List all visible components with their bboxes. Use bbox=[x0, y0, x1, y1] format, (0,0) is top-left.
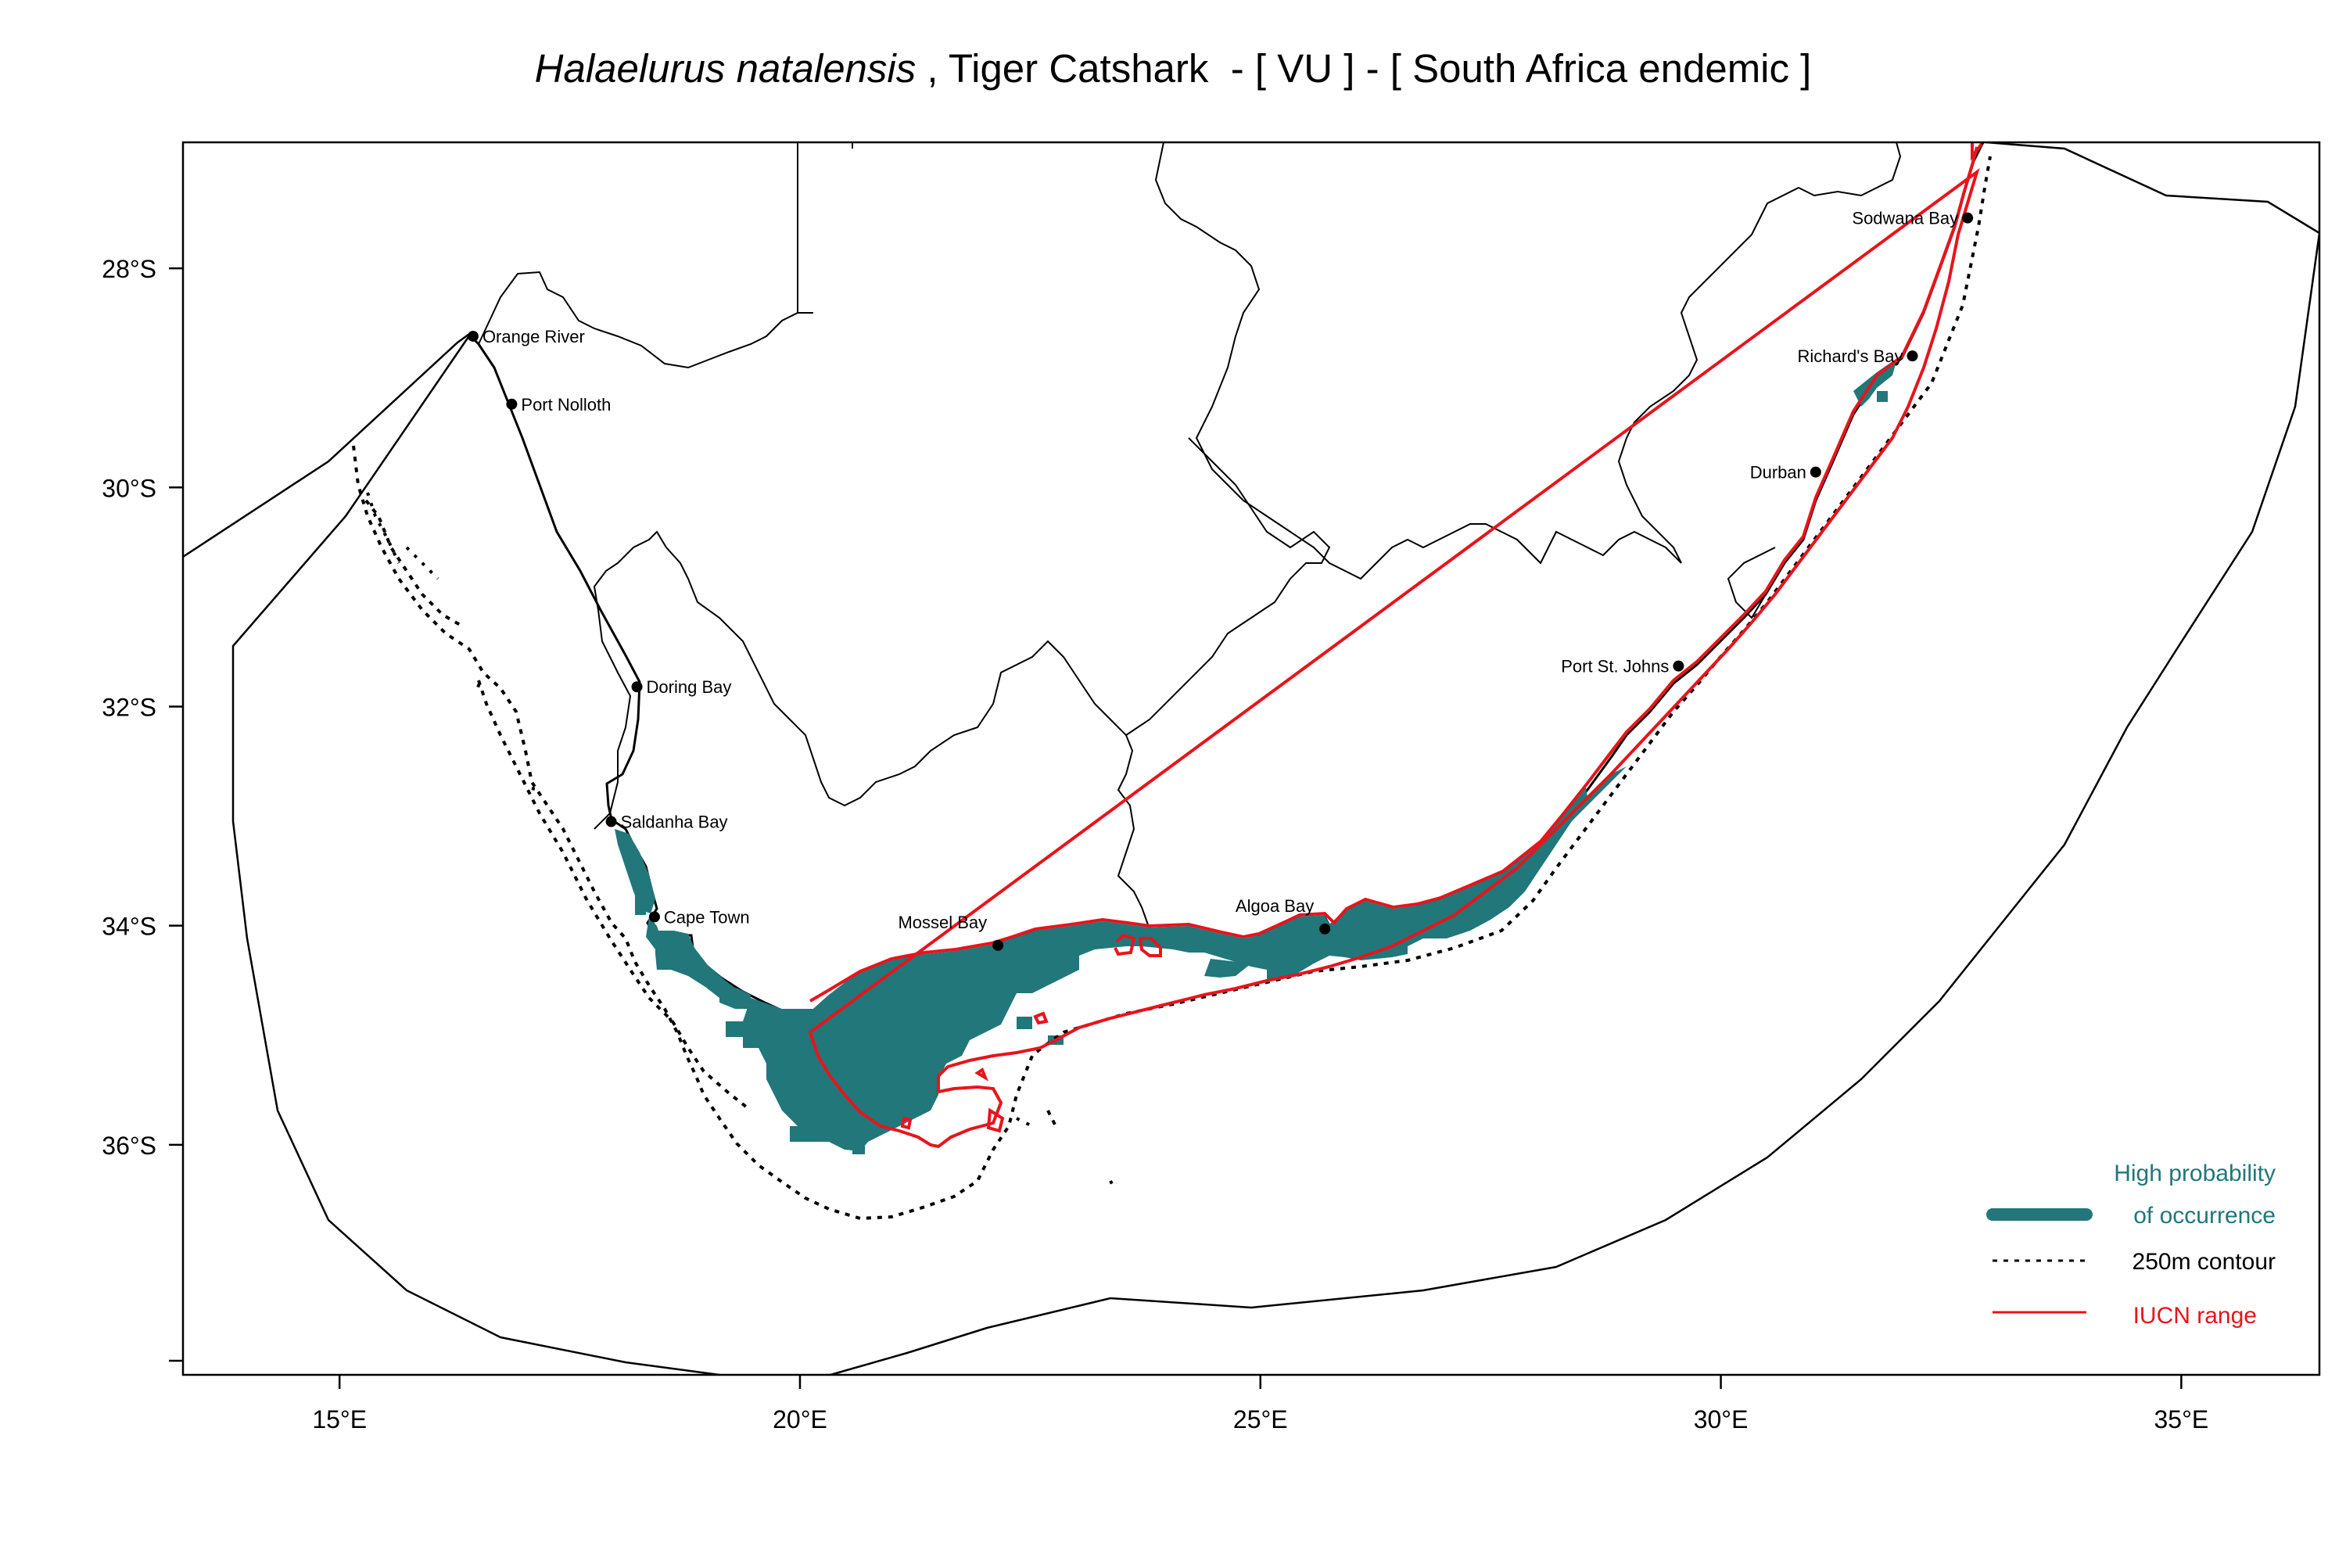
place-marker bbox=[467, 330, 479, 342]
political-borders bbox=[478, 142, 1902, 930]
legend-occurrence-line1: High probability bbox=[2114, 1161, 2276, 1186]
legend-iucn-label: IUCN range bbox=[2133, 1303, 2257, 1329]
place-marker bbox=[1907, 350, 1918, 362]
place-label: Cape Town bbox=[664, 907, 750, 927]
place-marker bbox=[605, 816, 617, 827]
y-axis: 28°S 30°S 32°S 34°S 36°S bbox=[102, 255, 183, 1362]
y-tick-label: 28°S bbox=[102, 255, 156, 283]
place-label: Port Nolloth bbox=[521, 395, 611, 414]
place-marker bbox=[1673, 660, 1684, 672]
y-tick-label: 32°S bbox=[102, 693, 156, 721]
y-tick-label: 36°S bbox=[102, 1132, 156, 1160]
place-label: Orange River bbox=[482, 327, 585, 346]
place-label: Mossel Bay bbox=[898, 913, 987, 932]
title-species: Halaelurus natalensis bbox=[534, 46, 917, 91]
x-tick-label: 25°E bbox=[1233, 1405, 1288, 1433]
x-tick-label: 30°E bbox=[1694, 1405, 1749, 1433]
place-label: Algoa Bay bbox=[1236, 896, 1314, 916]
contour-fragments bbox=[366, 492, 1116, 1189]
coastline bbox=[468, 142, 1985, 1012]
eez-boundary bbox=[183, 142, 2319, 1375]
map-title: Halaelurus natalensis , Tiger Catshark -… bbox=[0, 45, 2346, 91]
map-legend: High probability of occurrence 250m cont… bbox=[1986, 1161, 2276, 1329]
x-tick-label: 20°E bbox=[773, 1405, 827, 1433]
y-tick-label: 34°S bbox=[102, 913, 156, 941]
place-markers: Orange River Port Nolloth Doring Bay Saldan… bbox=[467, 209, 1974, 951]
place-marker bbox=[631, 681, 643, 693]
place-marker bbox=[1962, 212, 1974, 224]
legend-occurrence-line2: of occurrence bbox=[2133, 1203, 2276, 1229]
place-label: Saldanha Bay bbox=[621, 813, 728, 832]
place-label: Sodwana Bay bbox=[1852, 209, 1958, 228]
contour-250m bbox=[352, 156, 1992, 1221]
place-marker bbox=[1319, 923, 1331, 935]
place-marker bbox=[648, 911, 660, 923]
place-label: Port St. Johns bbox=[1561, 657, 1669, 676]
place-label: Doring Bay bbox=[647, 677, 732, 697]
place-label: Durban bbox=[1750, 463, 1806, 483]
x-tick-label: 35°E bbox=[2154, 1405, 2208, 1433]
plot-frame bbox=[181, 141, 2321, 1376]
place-marker bbox=[506, 398, 518, 410]
legend-contour-label: 250m contour bbox=[2133, 1249, 2276, 1275]
occurrence-area bbox=[615, 358, 1897, 1154]
title-common-name-status: , Tiger Catshark - [ VU ] - [ South Afri… bbox=[916, 46, 1812, 91]
iucn-range bbox=[808, 142, 1983, 1149]
y-tick-label: 30°S bbox=[102, 474, 156, 502]
place-marker bbox=[992, 939, 1004, 951]
x-tick-label: 15°E bbox=[312, 1405, 367, 1433]
map-layers bbox=[183, 142, 2319, 1375]
place-marker bbox=[1810, 466, 1821, 478]
place-label: Richard's Bay bbox=[1797, 346, 1903, 366]
x-axis: 15°E 20°E 25°E 30°E 35°E bbox=[312, 1375, 2208, 1433]
